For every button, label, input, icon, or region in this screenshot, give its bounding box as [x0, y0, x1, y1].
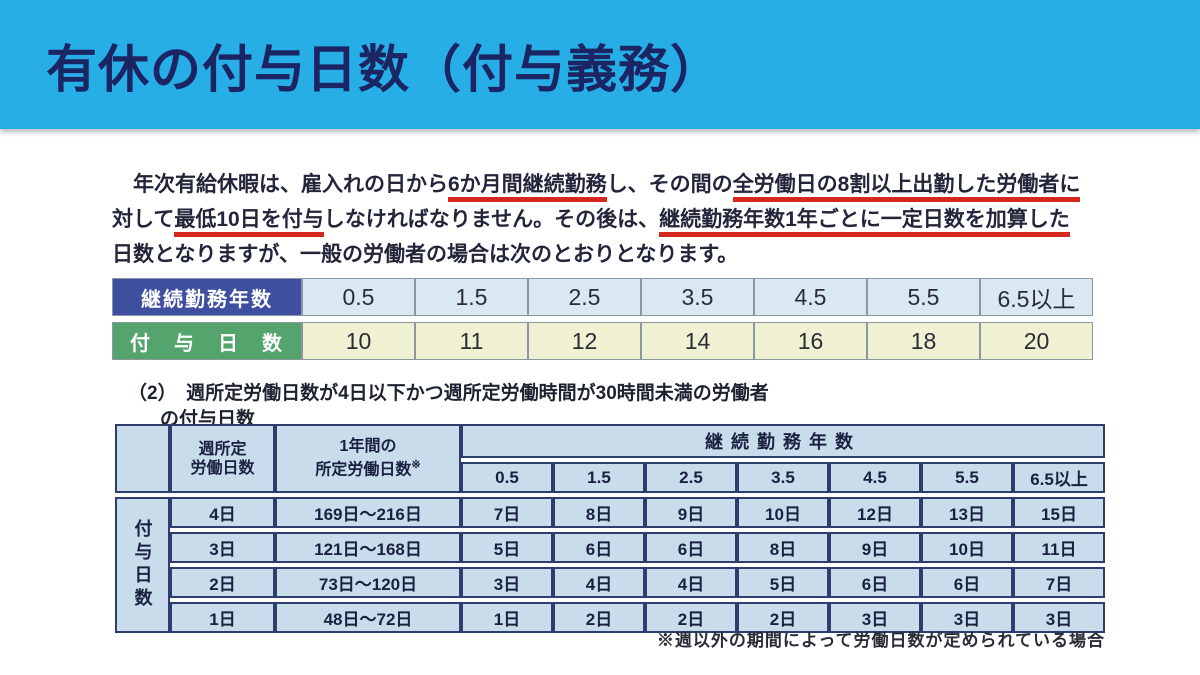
granted-days-cell: 15日 — [1013, 497, 1106, 528]
granted-days-cell: 4日 — [553, 567, 645, 598]
table2-data-row: 1日 48日～72日 1日 2日 2日 2日 3日 3日 3日 — [115, 602, 1106, 633]
service-years-cell: 3.5 — [641, 278, 754, 316]
granted-days-cell: 16 — [754, 322, 867, 360]
granted-days-cell: 14 — [641, 322, 754, 360]
service-years-cell: 1.5 — [415, 278, 528, 316]
service-years-cell: 2.5 — [528, 278, 641, 316]
paragraph-line: 年次有給休暇は、雇入れの日から6か月間継続勤務し、その間の全労働日の8割以上出勤… — [112, 167, 1122, 202]
granted-days-cell: 5日 — [737, 567, 829, 598]
granted-days-cell: 3日 — [829, 602, 921, 633]
weekly-workdays-cell: 3日 — [170, 532, 275, 563]
granted-days-cell: 2日 — [645, 602, 737, 633]
table2-corner-cell — [115, 424, 170, 493]
granted-days-cell: 2日 — [553, 602, 645, 633]
text-segment: 日数となりますが、一般の労働者の場合は次のとおりとなります。 — [112, 243, 739, 266]
weekly-workdays-header: 週所定 労働日数 — [170, 424, 275, 493]
table2-header-row1: 週所定 労働日数 1年間の 所定労働日数※ 継続勤務年数 — [115, 424, 1106, 493]
granted-days-vertical-label: 付与日数 — [115, 497, 170, 633]
granted-days-cell: 9日 — [829, 532, 921, 563]
table2-data-row: 3日 121日～168日 5日 6日 6日 8日 9日 10日 11日 — [115, 532, 1106, 563]
granted-days-cell: 11日 — [1013, 532, 1106, 563]
text-segment: し、その間の — [606, 173, 733, 196]
granted-days-cell: 8日 — [553, 497, 645, 528]
granted-days-cell: 6日 — [645, 532, 737, 563]
granted-days-row: 付 与 日 数 10 11 12 14 16 18 20 — [112, 322, 1093, 360]
paragraph-line: 日数となりますが、一般の労働者の場合は次のとおりとなります。 — [112, 237, 1122, 272]
yearly-workdays-note-mark: ※ — [411, 459, 421, 472]
granted-days-cell: 3日 — [1013, 602, 1106, 633]
granted-days-cell: 20 — [980, 322, 1093, 360]
service-years-cell: 4.5 — [754, 278, 867, 316]
text-segment: 年次有給休暇は、雇入れの日から — [112, 173, 448, 196]
service-years-subheader-cell: 4.5 — [829, 462, 921, 493]
granted-days-cell: 13日 — [921, 497, 1013, 528]
weekly-workdays-header-line1: 週所定 — [198, 440, 247, 458]
granted-days-cell: 6日 — [829, 567, 921, 598]
granted-days-cell: 6日 — [921, 567, 1013, 598]
granted-days-cell: 5日 — [461, 532, 553, 563]
paragraph-line: 対して最低10日を付与しなければなりません。その後は、継続勤務年数1年ごとに一定… — [112, 202, 1122, 237]
title-banner: 有休の付与日数（付与義務） — [0, 0, 1200, 129]
service-years-cell: 5.5 — [867, 278, 980, 316]
section2-heading-line1: （2） 週所定労働日数が4日以下かつ週所定労働時間が30時間未満の労働者 — [128, 383, 769, 404]
service-years-subheader-cell: 5.5 — [921, 462, 1013, 493]
underlined-phrase: 6か月間継続勤務 — [448, 173, 607, 202]
granted-days-cell: 10日 — [737, 497, 829, 528]
underlined-phrase: 最低10日を付与 — [174, 208, 324, 237]
granted-days-cell: 3日 — [921, 602, 1013, 633]
general-worker-grant-table: 継続勤務年数 0.5 1.5 2.5 3.5 4.5 5.5 6.5以上 付 与 日 数 1… — [112, 272, 1093, 366]
granted-days-cell: 6日 — [553, 532, 645, 563]
service-years-subheader-cell: 0.5 — [461, 462, 553, 493]
table2-years-subheader-row: 0.5 1.5 2.5 3.5 4.5 5.5 6.5以上 — [115, 462, 1106, 493]
text-segment: しなければなりません。その後は、 — [323, 208, 660, 231]
granted-days-cell: 10 — [302, 322, 415, 360]
yearly-workdays-cell: 169日～216日 — [275, 497, 461, 528]
yearly-workdays-cell: 121日～168日 — [275, 532, 461, 563]
intro-paragraph: 年次有給休暇は、雇入れの日から6か月間継続勤務し、その間の全労働日の8割以上出勤… — [112, 167, 1122, 272]
text-segment: 対して — [112, 208, 175, 231]
yearly-workdays-header-line2: 所定労働日数 — [315, 461, 412, 479]
service-years-cell: 0.5 — [302, 278, 415, 316]
granted-days-cell: 12 — [528, 322, 641, 360]
granted-days-cell: 10日 — [921, 532, 1013, 563]
granted-days-cell: 11 — [415, 322, 528, 360]
granted-days-cell: 18 — [867, 322, 980, 360]
table2-data-row: 2日 73日～120日 3日 4日 4日 5日 6日 6日 7日 — [115, 567, 1106, 598]
granted-days-cell: 9日 — [645, 497, 737, 528]
service-years-group-header: 継続勤務年数 — [461, 424, 1106, 458]
weekly-workdays-cell: 4日 — [170, 497, 275, 528]
granted-days-cell: 1日 — [461, 602, 553, 633]
weekly-workdays-cell: 1日 — [170, 602, 275, 633]
parttime-worker-grant-table: 週所定 労働日数 1年間の 所定労働日数※ 継続勤務年数 0.5 1.5 2.5 3.… — [115, 420, 1106, 637]
granted-days-cell: 3日 — [461, 567, 553, 598]
granted-days-cell: 4日 — [645, 567, 737, 598]
service-years-label: 継続勤務年数 — [112, 278, 302, 316]
yearly-workdays-header-line1: 1年間の — [339, 438, 397, 456]
service-years-subheader-cell: 1.5 — [553, 462, 645, 493]
yearly-workdays-cell: 73日～120日 — [275, 567, 461, 598]
service-years-cell: 6.5以上 — [980, 278, 1093, 316]
service-years-subheader-cell: 3.5 — [737, 462, 829, 493]
table2-footnote: ※週以外の期間によって労働日数が定められている場合 — [656, 631, 1105, 650]
service-years-subheader-cell: 2.5 — [645, 462, 737, 493]
granted-days-cell: 7日 — [461, 497, 553, 528]
slide-title: 有休の付与日数（付与義務） — [46, 40, 723, 98]
service-years-row: 継続勤務年数 0.5 1.5 2.5 3.5 4.5 5.5 6.5以上 — [112, 278, 1093, 316]
underlined-phrase: 継続勤務年数1年ごとに一定日数を加算した — [659, 208, 1070, 237]
granted-days-label: 付 与 日 数 — [112, 322, 302, 360]
yearly-workdays-cell: 48日～72日 — [275, 602, 461, 633]
granted-days-cell: 8日 — [737, 532, 829, 563]
weekly-workdays-header-line2: 労働日数 — [190, 459, 255, 477]
table2-data-row: 付与日数 4日 169日～216日 7日 8日 9日 10日 12日 13日 15日 — [115, 497, 1106, 633]
granted-days-cell: 12日 — [829, 497, 921, 528]
granted-days-cell: 2日 — [737, 602, 829, 633]
yearly-workdays-header: 1年間の 所定労働日数※ — [275, 424, 461, 493]
service-years-subheader-cell: 6.5以上 — [1013, 462, 1106, 493]
weekly-workdays-cell: 2日 — [170, 567, 275, 598]
underlined-phrase: 全労働日の8割以上出勤した労働者に — [732, 173, 1081, 202]
granted-days-cell: 7日 — [1013, 567, 1106, 598]
